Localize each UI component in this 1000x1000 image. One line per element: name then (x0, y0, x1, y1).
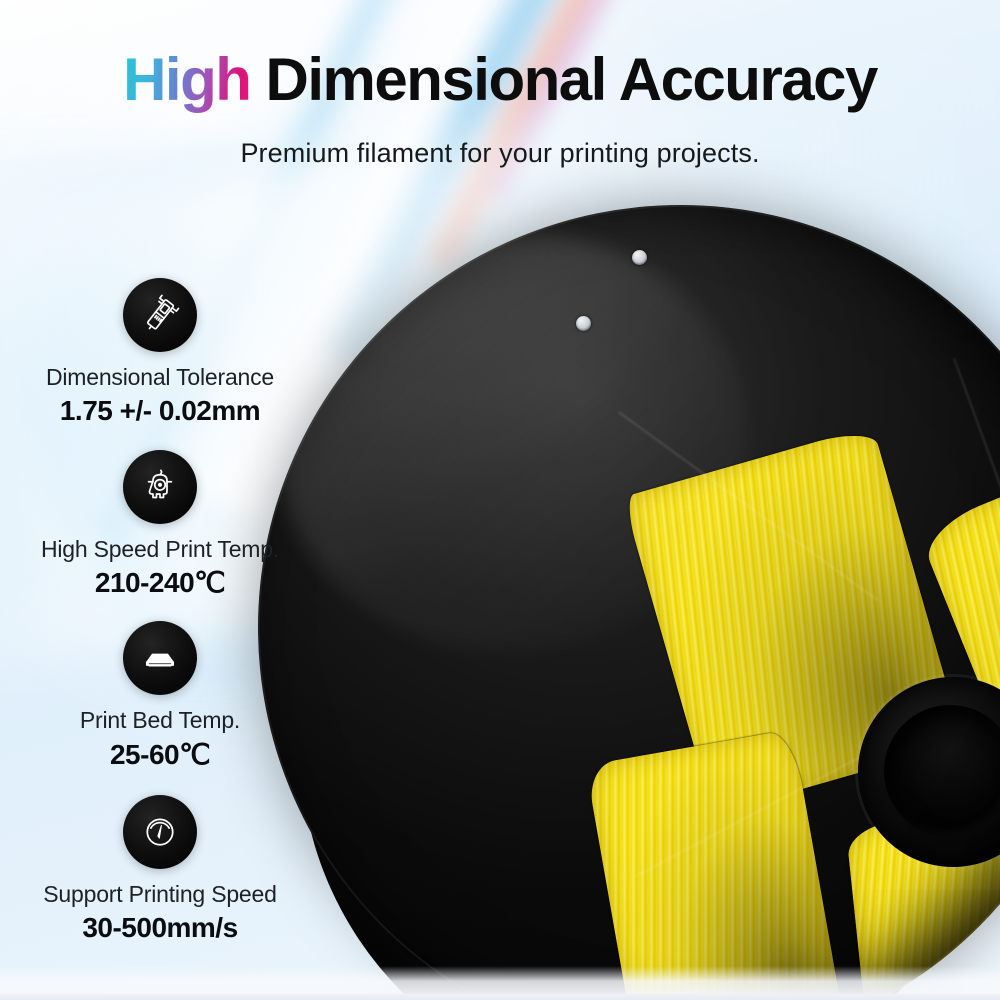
feature-value: 1.75 +/- 0.02mm (59, 395, 261, 427)
feature-list: Dimensional Tolerance 1.75 +/- 0.02mm Hi… (0, 278, 320, 963)
spool-front-hole-2 (576, 316, 591, 331)
page-title-rest: Dimensional Accuracy (250, 46, 879, 113)
spool-front-hole-1 (632, 250, 647, 265)
spool-front-gloss (274, 230, 749, 653)
feature-value: 25-60℃ (109, 738, 211, 770)
feature-item-bed-temp: Print Bed Temp. 25-60℃ (0, 621, 320, 771)
feature-item-print-temp: High Speed Print Temp. 210-240℃ (0, 449, 320, 600)
feature-item-dimensional-tolerance: Dimensional Tolerance 1.75 +/- 0.02mm (0, 278, 320, 428)
speedometer-icon (123, 794, 197, 869)
page-title: High Dimensional Accuracy (0, 46, 1000, 113)
feature-value: 210-240℃ (94, 567, 226, 599)
feature-label: Dimensional Tolerance (45, 364, 275, 390)
feature-item-printing-speed: Support Printing Speed 30-500mm/s (0, 794, 320, 945)
feature-label: High Speed Print Temp. (40, 535, 280, 562)
feature-value: 30-500mm/s (82, 912, 238, 944)
page-subtitle: Premium filament for your printing proje… (240, 138, 760, 168)
page-title-highlight: High (123, 46, 252, 113)
feature-label: Support Printing Speed (43, 880, 277, 907)
extruder-hotend-icon (123, 449, 197, 524)
spool-center-bore (884, 705, 1000, 837)
feature-label: Print Bed Temp. (79, 707, 241, 734)
spool-front (258, 205, 1000, 1000)
caliper-icon (123, 278, 197, 352)
background-bottom-edge (0, 994, 1000, 1000)
print-bed-icon (123, 621, 197, 696)
